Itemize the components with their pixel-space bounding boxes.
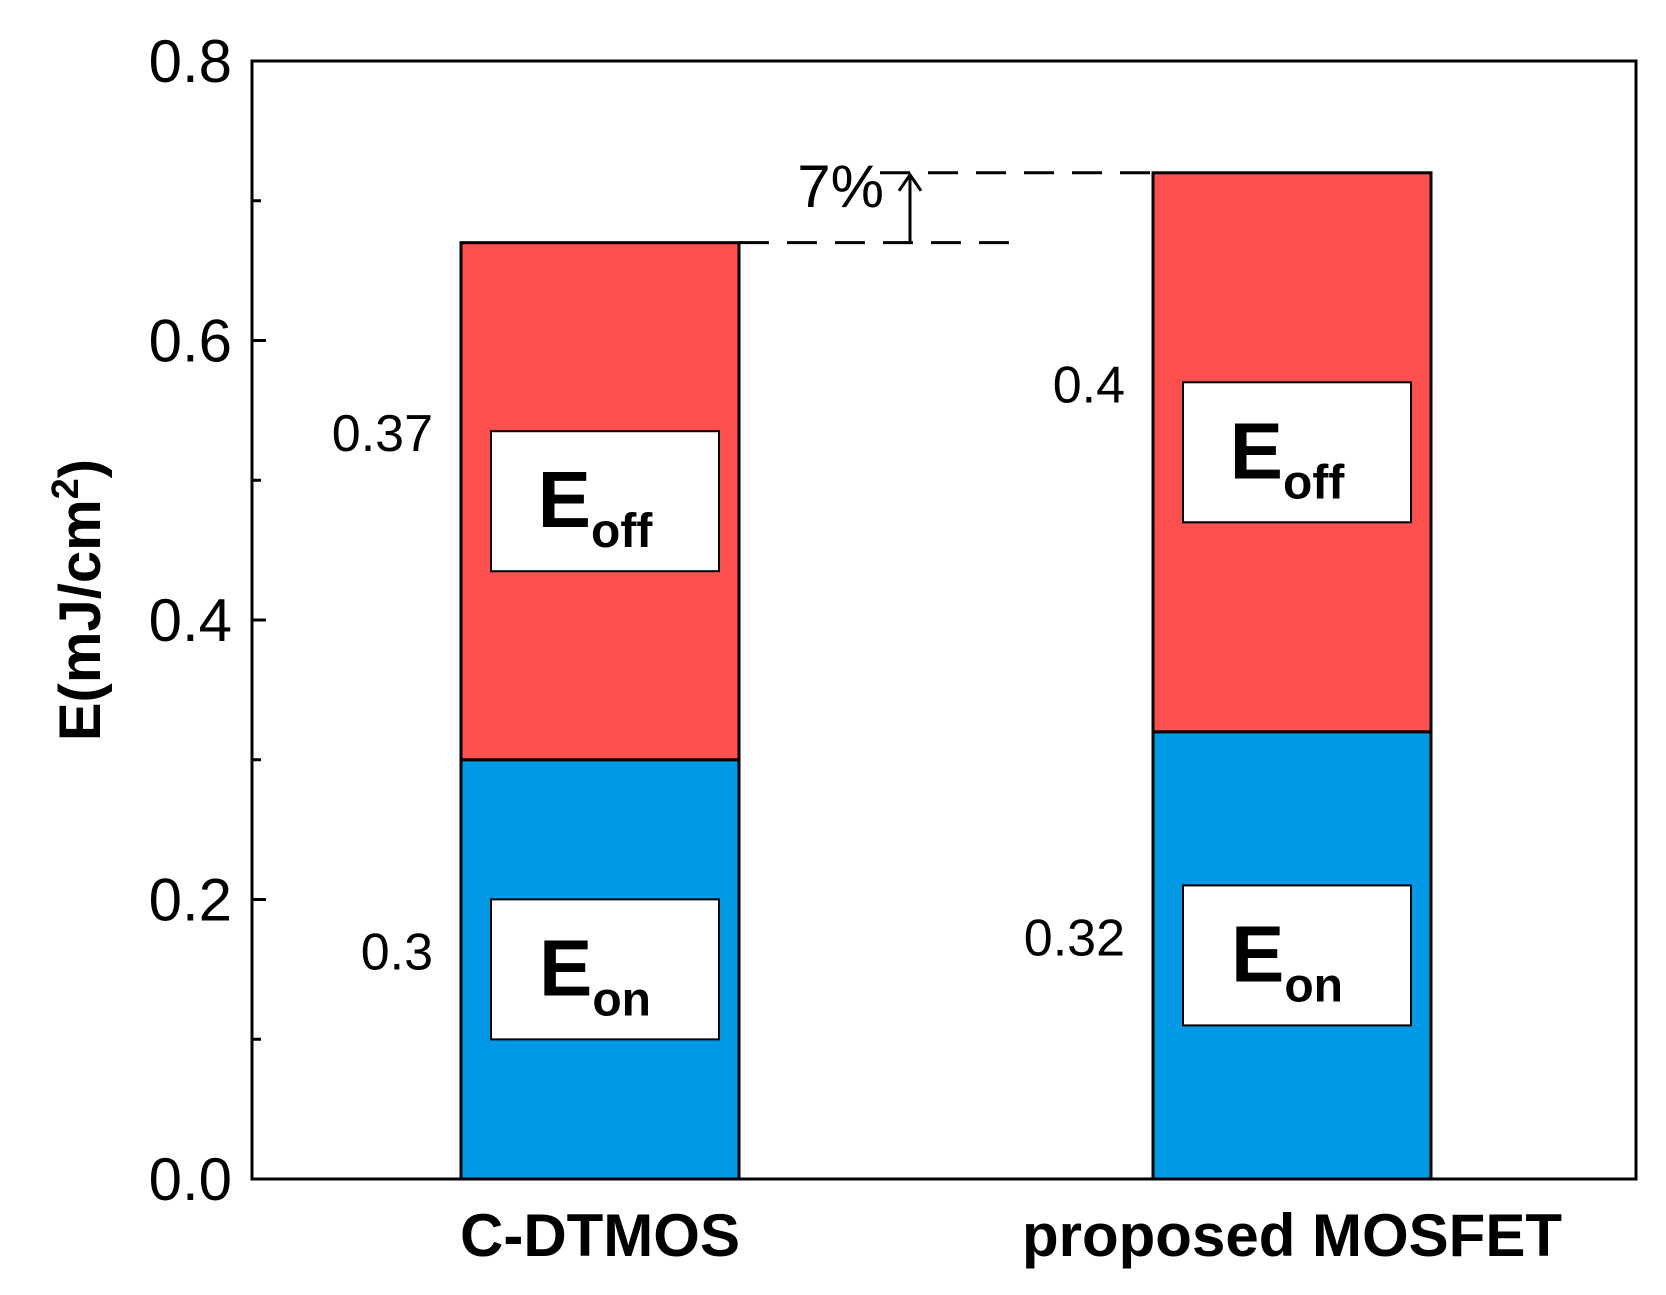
series-label-main: E bbox=[1231, 909, 1284, 998]
series-label-box bbox=[1182, 381, 1412, 524]
y-axis: 0.0 0.2 0.4 0.6 0.8 bbox=[149, 28, 266, 1213]
y-tick-label: 0.2 bbox=[149, 867, 232, 934]
series-label-box bbox=[490, 430, 720, 573]
series-label-text: Eoff bbox=[1230, 406, 1346, 509]
x-category-label: C-DTMOS bbox=[460, 1202, 740, 1269]
y-axis-title: E(mJ/cm2) bbox=[45, 459, 113, 741]
x-axis: C-DTMOS proposed MOSFET bbox=[460, 1202, 1562, 1269]
increase-arrow-head bbox=[897, 172, 923, 192]
series-label-text: Eon bbox=[539, 923, 651, 1026]
series-label-main: E bbox=[1230, 406, 1283, 495]
y-axis-title-main: E(mJ/cm bbox=[48, 499, 113, 741]
series-label-text: Eon bbox=[1231, 909, 1343, 1012]
y-tick-label: 0.8 bbox=[149, 28, 232, 95]
bars-layer: Eon 0.3 Eoff 0.37 Eon 0.32 Eoff 0.4 bbox=[332, 171, 1433, 1181]
y-axis-title-end: ) bbox=[48, 459, 113, 478]
value-label: 0.4 bbox=[1053, 356, 1125, 414]
series-label-sub: on bbox=[592, 973, 651, 1026]
y-tick-label: 0.6 bbox=[149, 308, 232, 375]
percent-annotation: 7% bbox=[797, 153, 884, 220]
series-label-sub: off bbox=[1283, 456, 1345, 509]
y-axis-title-sup: 2 bbox=[45, 478, 87, 499]
series-label-box bbox=[1182, 884, 1412, 1027]
series-label-main: E bbox=[538, 455, 591, 544]
series-label-box bbox=[490, 898, 720, 1041]
series-label-sub: off bbox=[591, 505, 653, 558]
annotation-layer: 7% bbox=[739, 153, 1153, 245]
series-label-sub: on bbox=[1284, 959, 1343, 1012]
y-tick-label: 0.4 bbox=[149, 587, 232, 654]
x-category-label: proposed MOSFET bbox=[1022, 1202, 1562, 1269]
y-tick-label: 0.0 bbox=[149, 1146, 232, 1213]
value-label: 0.3 bbox=[361, 923, 433, 981]
value-label: 0.32 bbox=[1024, 909, 1125, 967]
series-label-main: E bbox=[539, 923, 592, 1012]
series-label-text: Eoff bbox=[538, 455, 654, 558]
value-label: 0.37 bbox=[332, 405, 433, 463]
